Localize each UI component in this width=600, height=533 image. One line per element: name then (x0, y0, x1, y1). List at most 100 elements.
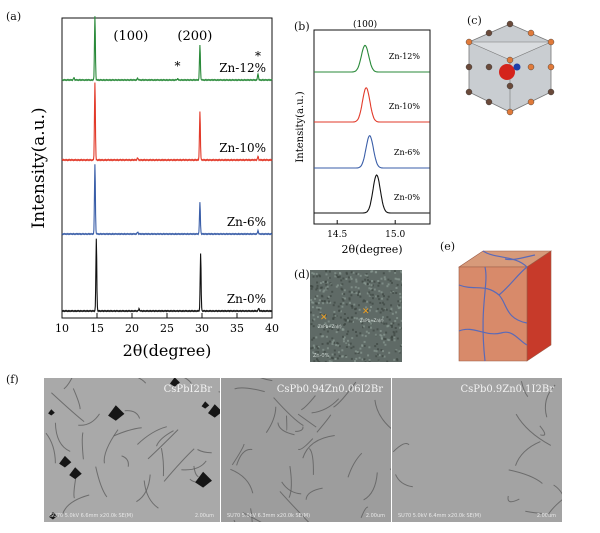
eds-pixel (313, 318, 316, 321)
grain-boundary (273, 397, 304, 427)
eds-pixel (317, 353, 320, 356)
eds-pixel (393, 270, 396, 273)
eds-pixel (347, 339, 349, 342)
eds-pixel (368, 359, 371, 361)
eds-pixel (332, 339, 335, 342)
atom-c-13 (485, 98, 493, 106)
panel-label-e: (e) (440, 240, 456, 253)
eds-pixel (358, 292, 361, 295)
grain-boundary (298, 438, 314, 451)
eds-pixel (323, 300, 326, 303)
eds-pixel (318, 299, 321, 302)
eds-pixel (355, 278, 358, 281)
eds-pixel (373, 349, 376, 352)
eds-cross-label-2: ZnPb+Zn(r) (360, 318, 384, 323)
panel-label-b: (b) (294, 20, 310, 33)
eds-pixel (391, 335, 393, 338)
eds-pixel (378, 298, 381, 301)
eds-pixel (350, 304, 353, 307)
eds-pixel (376, 353, 379, 356)
eds-pixel (317, 325, 320, 328)
eds-pixel (377, 280, 380, 282)
grain-boundary (183, 378, 192, 384)
eds-pixel (333, 353, 336, 356)
eds-pixel (333, 301, 336, 304)
eds-pixel (337, 329, 340, 331)
grain-boundary (347, 452, 363, 478)
eds-pixel (395, 349, 398, 352)
eds-pixel (326, 281, 329, 284)
eds-pixel (341, 292, 344, 295)
eds-pixel (351, 337, 354, 340)
eds-pixel (364, 361, 367, 362)
grain-boundary (277, 422, 295, 436)
eds-pixel (317, 301, 320, 304)
eds-pixel (338, 309, 341, 312)
eds-pixel (390, 324, 393, 326)
eds-pixel (374, 271, 377, 274)
eds-pixel (323, 325, 326, 328)
eds-pixel (352, 345, 355, 348)
eds-pixel (352, 271, 355, 274)
atom-c-9 (485, 63, 493, 71)
eds-pixel (374, 345, 377, 348)
eds-pixel (398, 350, 401, 353)
eds-pixel (368, 287, 371, 290)
grain-boundary-2 (498, 266, 528, 296)
pinhole (108, 405, 125, 421)
eds-pixel (343, 293, 346, 296)
eds-pixel (395, 292, 398, 294)
eds-pixel (332, 317, 335, 320)
sem-scale-3: 2.00um (536, 513, 556, 519)
sem-footer-3: SU70 5.0kV 6.4mm x20.0k SE(M) (398, 513, 482, 519)
eds-pixel (372, 297, 374, 300)
eds-pixel (334, 358, 337, 360)
eds-pixel (355, 292, 358, 295)
eds-pixel (344, 318, 347, 321)
grain-boundary (305, 487, 323, 500)
eds-pixel (373, 288, 376, 291)
eds-pixel (312, 325, 315, 328)
grain-boundary (236, 448, 253, 466)
eds-pixel (339, 316, 342, 319)
grain-boundary (301, 395, 316, 411)
series-label-a-2: Zn-6% (227, 215, 266, 229)
grain-boundary (51, 392, 85, 422)
eds-pixel (350, 286, 353, 289)
eds-pixel (318, 361, 321, 362)
eds-pixel (326, 347, 329, 350)
eds-pixel (311, 301, 314, 304)
eds-pixel (343, 336, 346, 339)
eds-pixel (345, 355, 348, 358)
eds-pixel (361, 358, 364, 361)
eds-pixel (371, 280, 374, 282)
svg-text:✕: ✕ (362, 307, 370, 317)
eds-pixel (327, 320, 330, 323)
grain-boundary (193, 465, 199, 478)
eds-pixel (337, 344, 340, 347)
eds-pixel (394, 327, 397, 329)
pinhole (201, 401, 210, 409)
eds-pixel (354, 360, 356, 362)
panel-label-a: (a) (6, 10, 22, 23)
eds-pixel (399, 306, 402, 309)
series-label-a-1: Zn-10% (219, 141, 266, 155)
atom-c-0 (465, 38, 473, 46)
eds-pixel (361, 280, 364, 283)
pinhole (48, 409, 55, 416)
eds-pixel (330, 360, 333, 362)
eds-pixel (359, 295, 362, 298)
eds-pixel (311, 319, 314, 322)
eds-pixel (312, 272, 315, 275)
eds-pixel (310, 323, 313, 326)
grain-boundary (197, 449, 212, 454)
eds-pixel (368, 346, 371, 349)
eds-pixel (375, 295, 378, 298)
eds-pixel (371, 284, 374, 287)
xrd-chart-b: 14.5 15.0 2θ(degree) Intensity(a.u.) Zn-12% Z… (295, 19, 431, 256)
eds-pixel (333, 349, 336, 352)
eds-pixel (360, 320, 362, 323)
eds-pixel (365, 330, 368, 333)
eds-pixel (348, 276, 350, 279)
eds-pixel (318, 289, 321, 292)
